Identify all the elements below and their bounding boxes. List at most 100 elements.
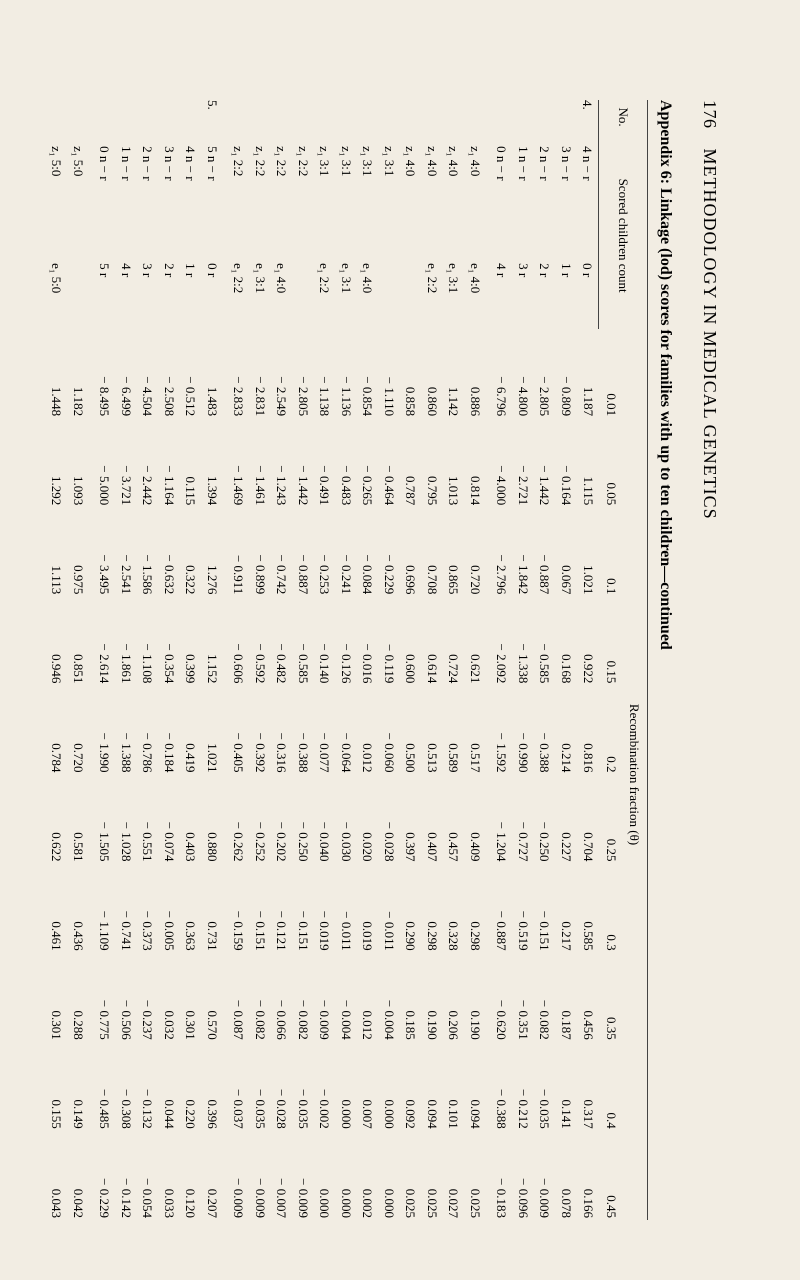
table-row: z₁ 2:2− 2.805− 1.442− 0.887− 0.585− 0.38… xyxy=(293,100,315,1220)
cell-value: − 2.721 xyxy=(513,418,535,507)
col-count: Scored children count xyxy=(599,138,648,329)
cell-ratio: e₁ 2:2 xyxy=(314,259,336,329)
cell-value: − 0.035 xyxy=(293,1042,315,1131)
cell-value: − 0.151 xyxy=(250,864,272,953)
cell-value: 0.000 xyxy=(336,1131,358,1220)
cell-no xyxy=(159,100,181,138)
cell-count: z₁ 2:2 xyxy=(250,138,272,259)
cell-value: − 0.074 xyxy=(159,774,181,863)
cell-value: − 0.151 xyxy=(534,864,556,953)
cell-value: 0.033 xyxy=(159,1131,181,1220)
cell-value: − 1.243 xyxy=(271,418,293,507)
cell-value: − 0.854 xyxy=(357,329,379,418)
cell-value: 0.094 xyxy=(465,1042,492,1131)
cell-ratio: 3 r xyxy=(513,259,535,329)
cell-value: − 0.250 xyxy=(293,774,315,863)
cell-value: 0.187 xyxy=(556,953,578,1042)
cell-value: 0.461 xyxy=(46,864,68,953)
cell-count: z₁ 3:1 xyxy=(336,138,358,259)
cell-value: − 0.009 xyxy=(314,953,336,1042)
cell-value: 1.115 xyxy=(577,418,599,507)
cell-value: − 0.202 xyxy=(271,774,293,863)
cell-value: − 8.495 xyxy=(94,329,116,418)
cell-value: − 0.054 xyxy=(137,1131,159,1220)
cell-ratio: e₁ 3:1 xyxy=(336,259,358,329)
cell-value: 0.409 xyxy=(465,774,492,863)
cell-value: 1.013 xyxy=(443,418,465,507)
cell-value: − 0.121 xyxy=(271,864,293,953)
cell-count: 5 n − r xyxy=(202,138,229,259)
cell-value: 0.000 xyxy=(336,1042,358,1131)
cell-value: 0.614 xyxy=(422,596,444,685)
cell-value: 0.621 xyxy=(465,596,492,685)
cell-ratio: 1 r xyxy=(556,259,578,329)
cell-value: − 0.506 xyxy=(116,953,138,1042)
cell-value: − 3.721 xyxy=(116,418,138,507)
cell-count: 1 n − r xyxy=(513,138,535,259)
cell-value: − 0.464 xyxy=(379,418,401,507)
header-title: METHODOLOGY IN MEDICAL GENETICS xyxy=(699,149,720,520)
cell-value: − 0.887 xyxy=(293,507,315,596)
cell-value: − 0.016 xyxy=(357,596,379,685)
cell-value: − 0.262 xyxy=(228,774,250,863)
cell-value: − 0.082 xyxy=(250,953,272,1042)
cell-value: 0.025 xyxy=(422,1131,444,1220)
cell-value: − 0.035 xyxy=(250,1042,272,1131)
table-row: z₁ 3:1e₁ 2:2− 1.138− 0.491− 0.253− 0.140… xyxy=(314,100,336,1220)
col-theta-val: 0.2 xyxy=(599,685,622,774)
cell-value: − 0.741 xyxy=(116,864,138,953)
cell-value: 0.880 xyxy=(202,774,229,863)
cell-value: − 0.132 xyxy=(137,1042,159,1131)
lod-scores-table: No. Scored children count Recombination … xyxy=(46,100,648,1220)
table-row: 5.5 n − r0 r1.4831.3941.2761.1521.0210.8… xyxy=(202,100,229,1220)
cell-value: 0.067 xyxy=(556,507,578,596)
cell-value: − 0.405 xyxy=(228,685,250,774)
cell-count: 0 n − r xyxy=(94,138,116,259)
cell-value: − 0.775 xyxy=(94,953,116,1042)
cell-value: − 1.505 xyxy=(94,774,116,863)
cell-value: − 0.606 xyxy=(228,596,250,685)
cell-value: 0.141 xyxy=(556,1042,578,1131)
cell-value: − 2.092 xyxy=(491,596,513,685)
cell-value: 0.288 xyxy=(68,953,95,1042)
cell-value: − 0.212 xyxy=(513,1042,535,1131)
cell-value: − 0.009 xyxy=(293,1131,315,1220)
col-theta-val: 0.05 xyxy=(599,418,622,507)
cell-value: − 0.060 xyxy=(379,685,401,774)
cell-no xyxy=(68,100,95,138)
cell-value: 1.187 xyxy=(577,329,599,418)
cell-value: 0.298 xyxy=(422,864,444,953)
cell-value: 0.094 xyxy=(422,1042,444,1131)
cell-value: − 1.138 xyxy=(314,329,336,418)
cell-value: − 1.164 xyxy=(159,418,181,507)
cell-value: 0.042 xyxy=(68,1131,95,1220)
cell-value: − 2.549 xyxy=(271,329,293,418)
table-row: 4.4 n − r0 r1.1871.1151.0210.9220.8160.7… xyxy=(577,100,599,1220)
cell-count: z₁ 3:1 xyxy=(357,138,379,259)
cell-ratio: e₁ 2:2 xyxy=(422,259,444,329)
cell-count: z₁ 4:0 xyxy=(400,138,422,259)
cell-value: − 0.009 xyxy=(250,1131,272,1220)
cell-value: 1.021 xyxy=(202,685,229,774)
cell-value: − 1.592 xyxy=(491,685,513,774)
cell-value: 0.217 xyxy=(556,864,578,953)
cell-value: 0.886 xyxy=(465,329,492,418)
cell-value: 0.000 xyxy=(314,1131,336,1220)
cell-value: 0.731 xyxy=(202,864,229,953)
cell-ratio: 0 r xyxy=(202,259,229,329)
cell-ratio xyxy=(400,259,422,329)
cell-value: − 0.388 xyxy=(534,685,556,774)
cell-no xyxy=(556,100,578,138)
cell-value: − 0.592 xyxy=(250,596,272,685)
cell-value: 0.363 xyxy=(180,864,202,953)
cell-value: − 0.491 xyxy=(314,418,336,507)
cell-value: − 0.911 xyxy=(228,507,250,596)
cell-value: − 0.392 xyxy=(250,685,272,774)
cell-value: − 0.011 xyxy=(379,864,401,953)
table-row: 3 n − r1 r− 0.809− 0.1640.0670.1680.2140… xyxy=(556,100,578,1220)
cell-no xyxy=(534,100,556,138)
cell-count: z₁ 3:1 xyxy=(314,138,336,259)
cell-value: 0.032 xyxy=(159,953,181,1042)
cell-value: − 0.142 xyxy=(116,1131,138,1220)
cell-value: 0.298 xyxy=(465,864,492,953)
